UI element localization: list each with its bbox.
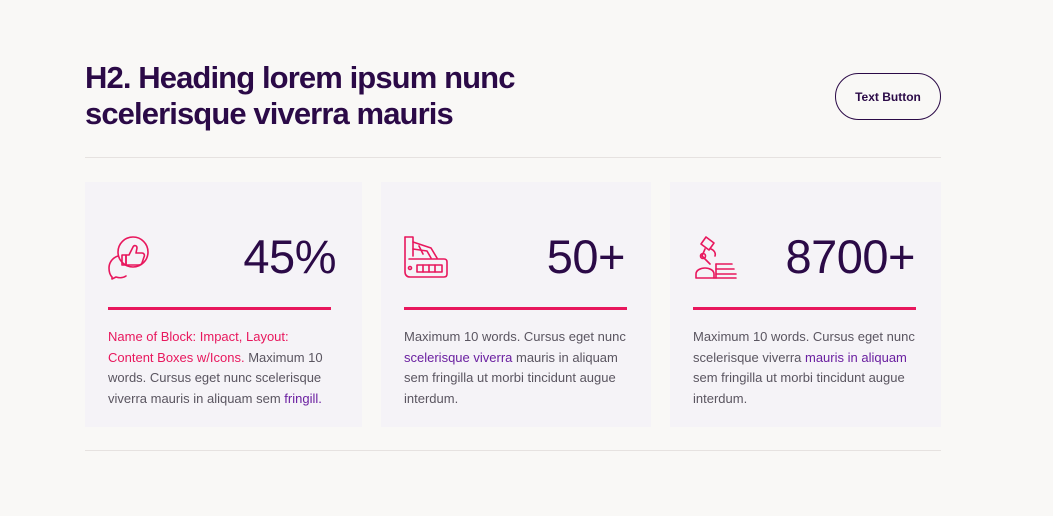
card-description: Maximum 10 words. Cursus eget nunc scele…: [404, 327, 630, 409]
card-description: Name of Block: Impact, Layout: Content B…: [108, 327, 334, 409]
content-box-impact: 45% Name of Block: Impact, Layout: Conte…: [85, 182, 362, 427]
top-divider: [85, 157, 941, 158]
card-description: Maximum 10 words. Cursus eget nunc scele…: [693, 327, 919, 409]
description-text: Maximum 10 words. Cursus eget nunc scele…: [693, 329, 915, 365]
accent-rule: [693, 307, 916, 310]
text-button[interactable]: Text Button: [835, 73, 941, 120]
thumbs-up-speech-bubble-icon: [107, 234, 153, 280]
stat-value: 45%: [243, 230, 336, 283]
description-text: Maximum 10 words. Cursus eget nunc: [404, 329, 626, 344]
bottom-divider: [85, 450, 941, 451]
color-swatch-fan-icon: [403, 234, 449, 280]
description-link[interactable]: scelerisque viverra: [404, 349, 513, 365]
description-link[interactable]: fringill.: [284, 390, 322, 406]
description-text: sem fringilla ut morbi tincidunt augue i…: [693, 370, 905, 406]
stat-value: 50+: [546, 230, 626, 283]
content-box-2: 50+ Maximum 10 words. Cursus eget nunc s…: [381, 182, 651, 427]
content-box-3: 8700+ Maximum 10 words. Cursus eget nunc…: [670, 182, 941, 427]
section-heading: H2. Heading lorem ipsum nunc scelerisque…: [85, 60, 515, 131]
block-name-text: Name of Block: Impact, Layout: Content B…: [108, 329, 289, 365]
desk-lamp-books-icon: [692, 234, 738, 280]
description-text: Maximum 10 words. Cursus eget nunc scele…: [108, 349, 323, 406]
accent-rule: [404, 307, 627, 310]
description-text: mauris in aliquam sem fringilla ut morbi…: [404, 349, 618, 406]
stat-value: 8700+: [785, 230, 915, 283]
accent-rule: [108, 307, 331, 310]
description-link[interactable]: mauris in aliquam: [805, 349, 907, 365]
